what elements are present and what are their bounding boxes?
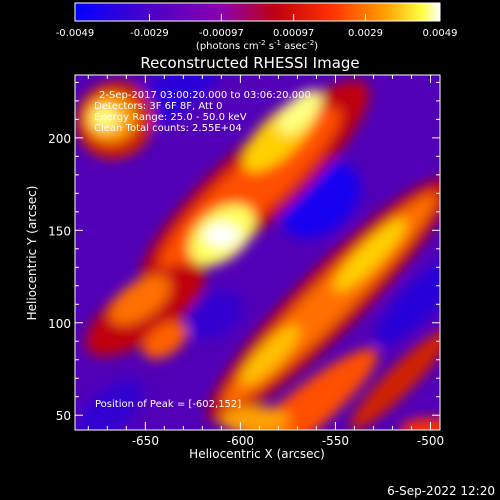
y-tick-label: 150 xyxy=(48,224,71,238)
x-tick-label: -600 xyxy=(227,434,254,448)
x-axis-label: Heliocentric X (arcsec) xyxy=(189,447,325,461)
annotation-line: Detectors: 3F 6F 8F, Att 0 xyxy=(94,101,222,112)
image-annotations: 2-Sep-2017 03:00:20.000 to 03:06:20.000D… xyxy=(94,90,311,134)
annotation-line: Clean Total counts: 2.55E+04 xyxy=(94,123,242,134)
y-axis-ticks xyxy=(75,81,440,416)
heatmap-image xyxy=(75,75,440,430)
x-tick-label: -650 xyxy=(132,434,159,448)
colorbar-tick-label: -0.00097 xyxy=(199,28,244,39)
x-tick-label: -550 xyxy=(322,434,349,448)
colorbar-ticks xyxy=(74,14,441,21)
colorbar-tick-label: 0.0029 xyxy=(348,28,383,39)
peak-position-label: Position of Peak = [-602,152] xyxy=(95,399,241,410)
annotation-line: 2-Sep-2017 03:00:20.000 to 03:06:20.000 xyxy=(99,90,311,101)
colorbar-tick-label: 0.00097 xyxy=(273,28,314,39)
colorbar-tick-label: -0.0029 xyxy=(130,28,169,39)
annotation-line: Energy Range: 25.0 - 50.0 keV xyxy=(94,112,247,123)
colorbar xyxy=(75,3,440,21)
footer-timestamp: 6-Sep-2022 12:20 xyxy=(387,484,495,498)
colorbar-unit-label: (photons cm-2 s-1 asec-2) xyxy=(196,39,318,52)
colorbar-tick-label: 0.0049 xyxy=(423,28,458,39)
y-axis-tick-labels: 50 100 150 200 xyxy=(48,132,71,423)
x-axis-ticks xyxy=(87,75,431,430)
x-tick-label: -500 xyxy=(417,434,444,448)
colorbar-tick-label: -0.0049 xyxy=(56,28,95,39)
y-tick-label: 200 xyxy=(48,132,71,146)
y-tick-label: 50 xyxy=(56,409,71,423)
y-axis-label: Heliocentric Y (arcsec) xyxy=(25,186,39,321)
plot-frame xyxy=(74,74,441,431)
colorbar-tick-labels: -0.0049 -0.0029 -0.00097 0.00097 0.0029 0.004… xyxy=(56,28,458,39)
x-axis-tick-labels: -650 -600 -550 -500 xyxy=(132,434,444,448)
y-tick-label: 100 xyxy=(48,317,71,331)
chart-title: Reconstructed RHESSI Image xyxy=(140,54,359,72)
